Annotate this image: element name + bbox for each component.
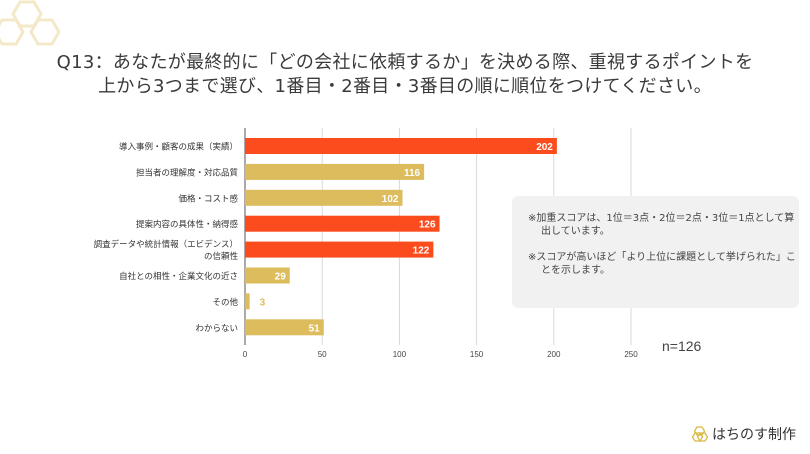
category-label: 導入事例・顧客の成果（実績） [119,142,238,153]
note-weighting: ※加重スコアは、1位＝3点・2位＝2点・3位＝1点として算出しています。 [528,213,795,237]
question-title-line2: 上から3つまで選び、1番目・2番目・3番目の順に順位をつけてください。 [98,76,712,97]
data-label: 202 [536,142,553,153]
bar [245,241,434,258]
category-label: その他 [212,297,238,308]
x-tick-label: 200 [547,350,561,359]
note-box: ※加重スコアは、1位＝3点・2位＝2点・3位＝1点として算出しています。 ※スコ… [512,196,799,308]
bar [245,319,324,336]
sample-size: n=126 [662,338,702,354]
data-label: 51 [309,323,321,334]
category-label: 担当者の理解度・対応品質 [136,167,239,178]
category-label: 自社との相性・企業文化の近さ [119,271,238,282]
bar [245,189,403,206]
category-label: 提案内容の具体性・納得感 [136,219,239,230]
question-title-line1: Q13：あなたが最終的に「どの会社に依頼するか」を決める際、重視するポイントを [56,52,754,73]
note-interpretation: ※スコアが高いほど「より上位に課題として挙げられた」ことを示します。 [528,252,796,276]
x-tick-label: 250 [624,350,638,359]
data-label: 3 [260,297,266,308]
x-tick-label: 150 [470,350,484,359]
hexagon-logo-icon [692,426,708,442]
category-label: わからない [195,324,238,334]
data-label: 122 [413,246,430,257]
bar [245,215,440,232]
x-tick-label: 100 [393,350,407,359]
brand-name: はちのす制作 [712,427,796,443]
hexagon-decoration-icon [0,0,61,46]
data-label: 116 [404,168,421,179]
bar [245,163,425,180]
category-label: 価格・コスト感 [178,193,238,204]
data-label: 29 [275,272,287,283]
data-label: 126 [419,220,436,231]
category-label: 調査データや統計情報（エビデンス） [94,239,238,250]
x-tick-label: 50 [318,350,327,359]
bar [245,293,250,310]
category-label: の信頼性 [204,251,239,262]
bar [245,138,557,154]
x-tick-label: 0 [243,350,248,359]
bar [245,267,290,284]
brand-logo: はちのす制作 [692,424,796,444]
data-label: 102 [382,194,399,205]
